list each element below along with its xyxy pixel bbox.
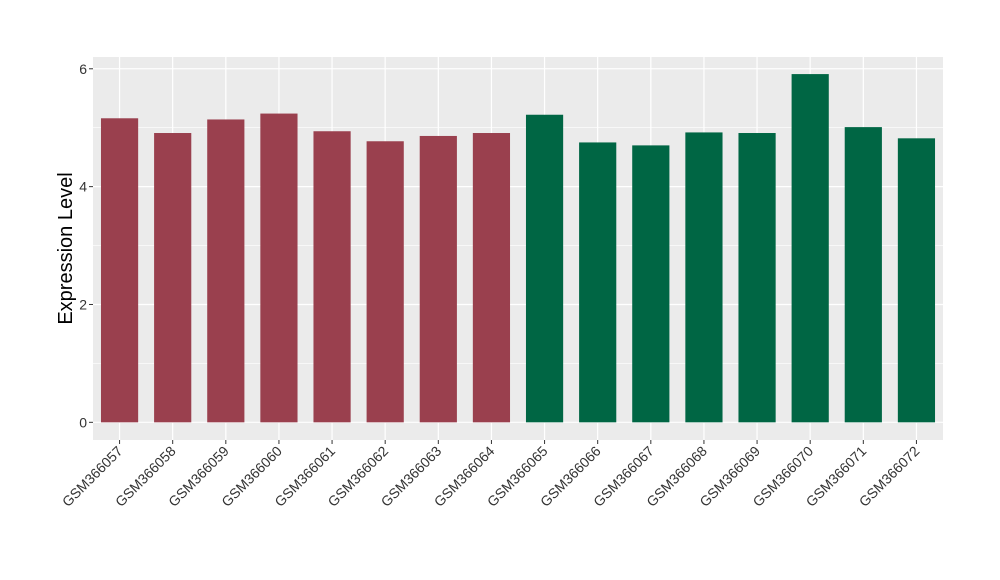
y-tick-label: 0: [79, 414, 87, 430]
bar-GSM366071: [844, 127, 882, 423]
bar-GSM366066: [579, 142, 617, 423]
bar-GSM366065: [525, 114, 564, 423]
y-axis: 0 2 4 6: [79, 61, 93, 430]
bar-GSM366069: [738, 133, 776, 423]
bar-GSM366057: [100, 118, 139, 423]
bar-GSM366061: [313, 131, 351, 423]
bar-GSM366068: [685, 132, 723, 423]
y-tick-label: 6: [79, 61, 87, 77]
y-axis-title: Expression Level: [55, 172, 77, 324]
bar-GSM366060: [260, 113, 298, 423]
bar-GSM366058: [154, 133, 192, 423]
y-tick-label: 2: [79, 296, 87, 312]
bar-GSM366062: [366, 141, 404, 423]
bar-GSM366067: [632, 145, 670, 423]
bars: [100, 74, 936, 423]
bar-GSM366070: [791, 74, 829, 423]
bar-GSM366064: [472, 133, 511, 423]
y-tick-label: 4: [79, 179, 87, 195]
bar-GSM366063: [419, 135, 457, 423]
bar-GSM366072: [897, 138, 936, 423]
bar-GSM366059: [207, 119, 245, 423]
x-axis: GSM366057GSM366058GSM366059GSM366060GSM3…: [59, 440, 923, 510]
